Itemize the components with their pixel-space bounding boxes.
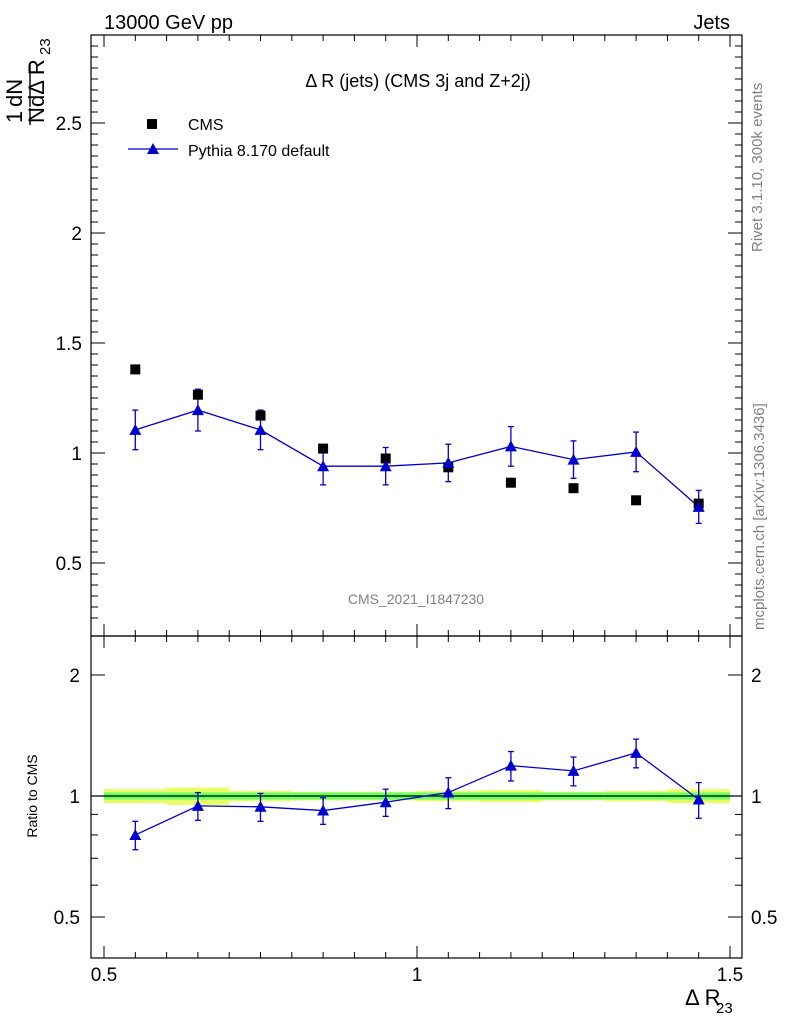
mc-point bbox=[567, 453, 580, 465]
legend-cms-marker bbox=[147, 119, 157, 129]
main-axis-ticks: 0.5 1 1.5 2 2.5 bbox=[56, 35, 742, 636]
y-tick-label: 1.5 bbox=[56, 334, 82, 355]
y-tick-label-right: 0.5 bbox=[751, 908, 777, 929]
cms-point bbox=[318, 443, 329, 454]
header-right: Jets bbox=[693, 12, 730, 34]
ratio-mc-line bbox=[135, 752, 700, 836]
mc-point bbox=[630, 445, 643, 457]
mc-point bbox=[504, 440, 517, 452]
ratio-ylabel: Ratio to CMS bbox=[24, 754, 40, 837]
cms-point bbox=[568, 483, 579, 494]
mc-point bbox=[379, 460, 392, 472]
xlabel-main: Δ R bbox=[685, 985, 720, 1010]
legend-mc-label: Pythia 8.170 default bbox=[188, 143, 330, 160]
y-tick-label-right: 1 bbox=[751, 787, 762, 808]
plot-title: Δ R (jets) (CMS 3j and Z+2j) bbox=[305, 71, 531, 91]
legend-mc-marker bbox=[147, 143, 159, 154]
ratio-panel: 0.5 1 1.5 0.5 0.5 1 1 2 2 Ratio to CMS Δ R 23 bbox=[24, 635, 777, 1017]
rivet-label: Rivet 3.1.10, 300k events bbox=[749, 83, 766, 252]
y-tick-label: 2 bbox=[71, 224, 82, 245]
ratio-mc-point bbox=[254, 800, 267, 812]
ratio-axis-ticks: 0.5 1 1.5 0.5 0.5 1 1 2 2 bbox=[54, 636, 777, 986]
cms-point bbox=[380, 453, 391, 464]
ylabel-dn: dN bbox=[2, 79, 27, 107]
ylabel-n: N bbox=[24, 107, 49, 123]
ratio-mc-point bbox=[442, 786, 455, 798]
y-tick-label-right: 2 bbox=[751, 666, 762, 687]
ratio-mc-point bbox=[504, 759, 517, 771]
cms-point bbox=[505, 477, 516, 488]
xlabel-sub: 23 bbox=[716, 1000, 733, 1017]
ratio-mc-point bbox=[692, 793, 705, 805]
x-tick-label: 1 bbox=[412, 965, 423, 986]
x-tick-label: 1.5 bbox=[717, 965, 743, 986]
ratio-mc-point bbox=[317, 804, 330, 816]
ratio-mc-point bbox=[630, 746, 643, 758]
cms-point bbox=[192, 389, 203, 400]
watermark: CMS_2021_I1847230 bbox=[348, 591, 484, 607]
y-tick-label: 0.5 bbox=[54, 908, 80, 929]
ratio-mc-point bbox=[191, 799, 204, 811]
y-tick-label: 1 bbox=[71, 444, 82, 465]
legend-cms-label: CMS bbox=[188, 117, 224, 134]
mc-line bbox=[135, 409, 700, 508]
mc-point bbox=[442, 456, 455, 468]
y-tick-label: 2 bbox=[69, 666, 80, 687]
mc-point bbox=[317, 460, 330, 472]
ylabel-sub: 23 bbox=[37, 38, 54, 55]
main-series bbox=[129, 364, 705, 525]
x-tick-label: 0.5 bbox=[91, 965, 117, 986]
ratio-mc-point bbox=[129, 828, 142, 840]
xlabel: Δ R 23 bbox=[685, 985, 733, 1017]
cms-point bbox=[631, 495, 642, 506]
mc-point bbox=[191, 404, 204, 416]
mc-point bbox=[129, 423, 142, 435]
mc-point bbox=[692, 500, 705, 512]
mc-point bbox=[254, 423, 267, 435]
legend: CMS Pythia 8.170 default bbox=[128, 117, 330, 160]
cms-point bbox=[255, 410, 266, 421]
y-tick-label: 1 bbox=[69, 787, 80, 808]
ylabel-d: dΔ R bbox=[24, 59, 49, 107]
main-ylabel: 1 N dN dΔ R 23 bbox=[2, 38, 54, 125]
y-tick-label: 0.5 bbox=[56, 554, 82, 575]
header-left: 13000 GeV pp bbox=[104, 12, 233, 34]
mcplots-label: mcplots.cern.ch [arXiv:1306.3436] bbox=[751, 403, 768, 630]
ratio-mc-point bbox=[567, 764, 580, 776]
ratio-mc-point bbox=[379, 796, 392, 808]
ylabel-one: 1 bbox=[2, 111, 27, 123]
main-panel: 0.5 1 1.5 2 2.5 Δ R (jets) (CMS 3j and Z+2j)… bbox=[2, 34, 743, 637]
cms-point bbox=[130, 364, 141, 375]
ratio-series bbox=[129, 738, 705, 851]
y-tick-label: 2.5 bbox=[56, 114, 82, 135]
ratio-frame bbox=[90, 635, 743, 959]
